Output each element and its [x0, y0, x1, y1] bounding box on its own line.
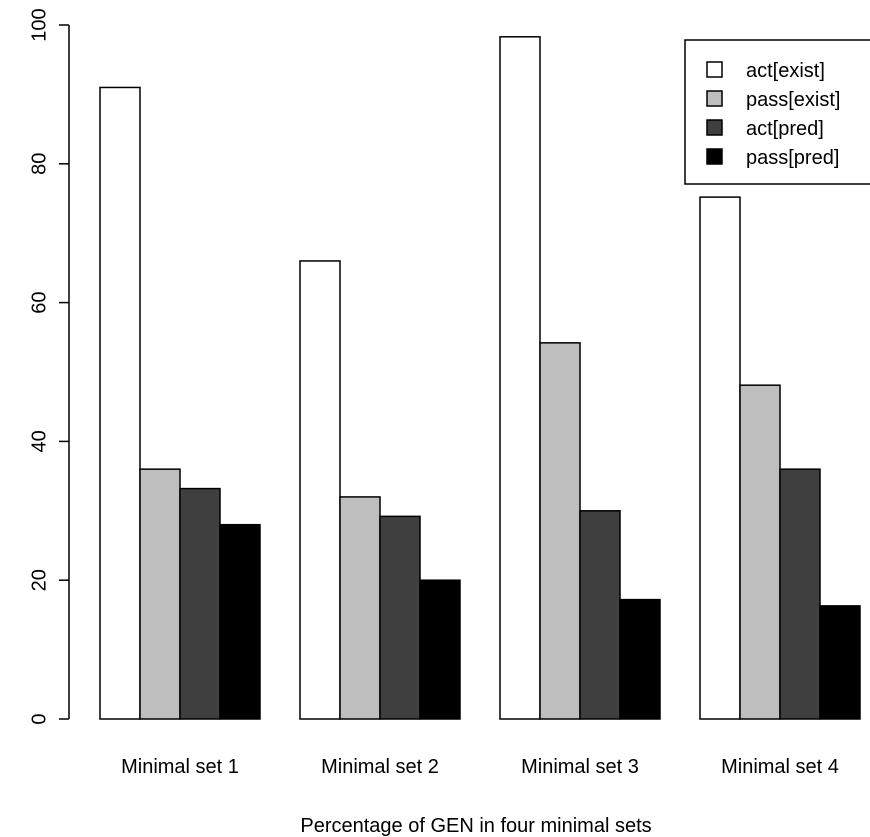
y-tick-label: 40 — [28, 430, 50, 452]
bars — [99, 36, 861, 720]
bar-pass-pred-set-1 — [219, 523, 261, 720]
bar-act-pred-set-1 — [179, 487, 221, 720]
y-tick-label: 20 — [28, 569, 50, 591]
legend-swatch — [706, 119, 723, 136]
y-axis: 0 20 40 60 80 100 — [28, 8, 70, 725]
bar-pass-exist-set-2 — [339, 496, 381, 720]
legend-swatch — [706, 61, 723, 78]
bar-pass-exist-set-1 — [139, 468, 181, 720]
x-tick-label: Minimal set 1 — [121, 756, 239, 778]
y-tick-label: 60 — [28, 291, 50, 313]
x-tick-label: Minimal set 4 — [721, 756, 839, 778]
bar-act-pred-set-2 — [379, 515, 421, 720]
legend-swatch — [706, 148, 723, 165]
bar-act-pred-set-3 — [579, 510, 621, 720]
x-axis: Minimal set 1 Minimal set 2 Minimal set 3 M… — [121, 756, 839, 778]
bar-pass-exist-set-4 — [739, 384, 781, 720]
bar-act-exist-set-1 — [99, 86, 141, 720]
bar-pass-exist-set-3 — [539, 342, 581, 720]
bar-act-exist-set-4 — [699, 196, 741, 720]
x-tick-label: Minimal set 2 — [321, 756, 439, 778]
legend-swatch — [706, 90, 723, 107]
bar-act-exist-set-2 — [299, 260, 341, 720]
bar-pass-pred-set-4 — [819, 605, 861, 720]
legend-label: act[exist] — [746, 60, 825, 82]
legend-label: pass[exist] — [746, 89, 840, 111]
x-axis-label: Percentage of GEN in four minimal sets — [300, 815, 651, 837]
y-tick-label: 80 — [28, 153, 50, 175]
legend-label: pass[pred] — [746, 147, 839, 169]
bar-pass-pred-set-2 — [419, 579, 461, 720]
bar-pass-pred-set-3 — [619, 598, 661, 720]
legend: act[exist] pass[exist] act[pred] pass[pred] — [684, 39, 870, 185]
bar-act-exist-set-3 — [499, 36, 541, 720]
x-tick-label: Minimal set 3 — [521, 756, 639, 778]
y-tick-label: 0 — [28, 713, 50, 724]
y-tick-label: 100 — [28, 8, 50, 41]
legend-label: act[pred] — [746, 118, 824, 140]
bar-act-pred-set-4 — [779, 468, 821, 720]
